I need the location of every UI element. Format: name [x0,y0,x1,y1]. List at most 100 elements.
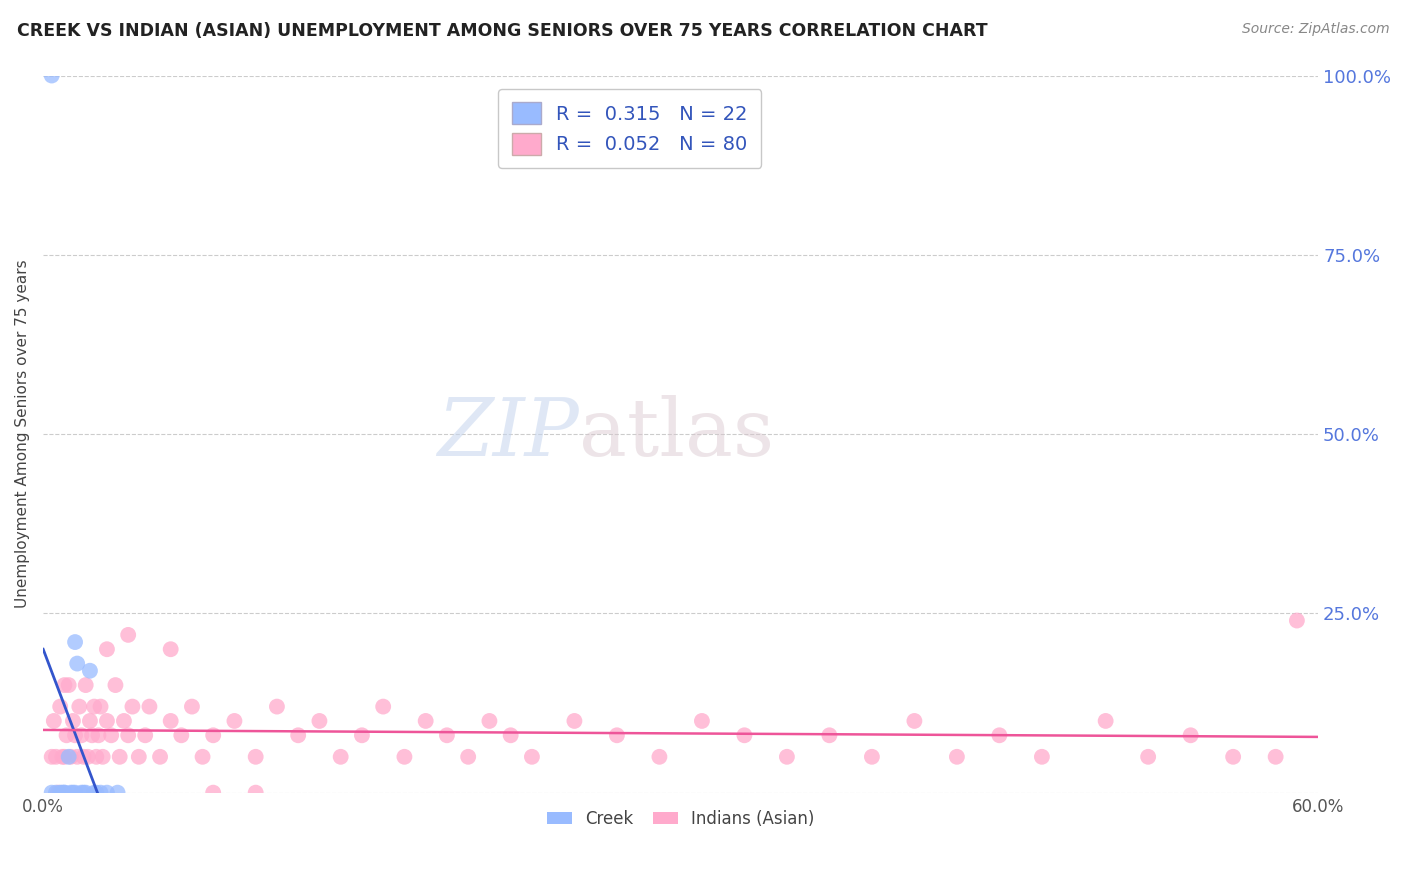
Point [690,714,713,728]
Point [49,786,72,800]
Point [134,728,156,742]
Point [67,699,90,714]
Point [138,699,160,714]
Text: atlas: atlas [579,395,773,473]
Point [79,664,101,678]
Point [457,749,479,764]
Point [104,678,127,692]
Point [733,728,755,742]
Point [58,749,80,764]
Point [70,786,93,800]
Point [121,699,143,714]
Point [72,786,94,800]
Point [53,786,76,800]
Point [46,786,69,800]
Point [53,749,76,764]
Point [53,786,76,800]
Point [1222,749,1244,764]
Point [91,749,114,764]
Point [988,728,1011,742]
Point [75,786,97,800]
Point [478,714,501,728]
Point [329,749,352,764]
Point [903,714,925,728]
Point [159,714,181,728]
Point [245,786,267,800]
Point [51,786,73,800]
Point [45,749,67,764]
Legend: Creek, Indians (Asian): Creek, Indians (Asian) [540,803,821,835]
Point [128,749,150,764]
Point [45,786,67,800]
Point [83,786,105,800]
Text: CREEK VS INDIAN (ASIAN) UNEMPLOYMENT AMONG SENIORS OVER 75 YEARS CORRELATION CHA: CREEK VS INDIAN (ASIAN) UNEMPLOYMENT AMO… [17,22,987,40]
Point [287,728,309,742]
Point [117,728,139,742]
Y-axis label: Unemployment Among Seniors over 75 years: Unemployment Among Seniors over 75 years [15,260,30,608]
Point [1137,749,1160,764]
Point [75,678,97,692]
Point [112,714,135,728]
Point [41,69,63,83]
Point [41,749,63,764]
Point [308,714,330,728]
Point [66,657,89,671]
Point [499,728,522,742]
Point [55,728,77,742]
Point [86,749,108,764]
Point [100,728,122,742]
Point [181,699,204,714]
Point [394,749,416,764]
Point [818,728,841,742]
Point [224,714,246,728]
Point [436,728,458,742]
Point [96,642,118,657]
Point [53,678,76,692]
Point [72,749,94,764]
Point [96,786,118,800]
Point [76,749,98,764]
Point [41,786,63,800]
Point [79,714,101,728]
Point [350,728,373,742]
Point [1264,749,1286,764]
Point [191,749,214,764]
Text: Source: ZipAtlas.com: Source: ZipAtlas.com [1241,22,1389,37]
Point [117,628,139,642]
Point [776,749,799,764]
Point [1094,714,1116,728]
Point [149,749,172,764]
Point [159,642,181,657]
Point [860,749,883,764]
Point [202,786,225,800]
Point [946,749,969,764]
Point [415,714,437,728]
Point [90,786,112,800]
Point [202,728,225,742]
Point [564,714,586,728]
Point [70,728,93,742]
Point [245,749,267,764]
Point [66,749,89,764]
Point [83,699,105,714]
Point [63,786,86,800]
Point [266,699,288,714]
Point [87,728,110,742]
Point [58,678,80,692]
Point [80,728,103,742]
Point [648,749,671,764]
Point [107,786,129,800]
Point [1031,749,1053,764]
Point [59,749,82,764]
Point [51,749,73,764]
Point [42,714,65,728]
Point [520,749,543,764]
Point [62,786,84,800]
Point [606,728,628,742]
Point [96,714,118,728]
Point [63,728,86,742]
Point [1285,614,1308,628]
Point [1180,728,1202,742]
Point [373,699,395,714]
Point [86,786,108,800]
